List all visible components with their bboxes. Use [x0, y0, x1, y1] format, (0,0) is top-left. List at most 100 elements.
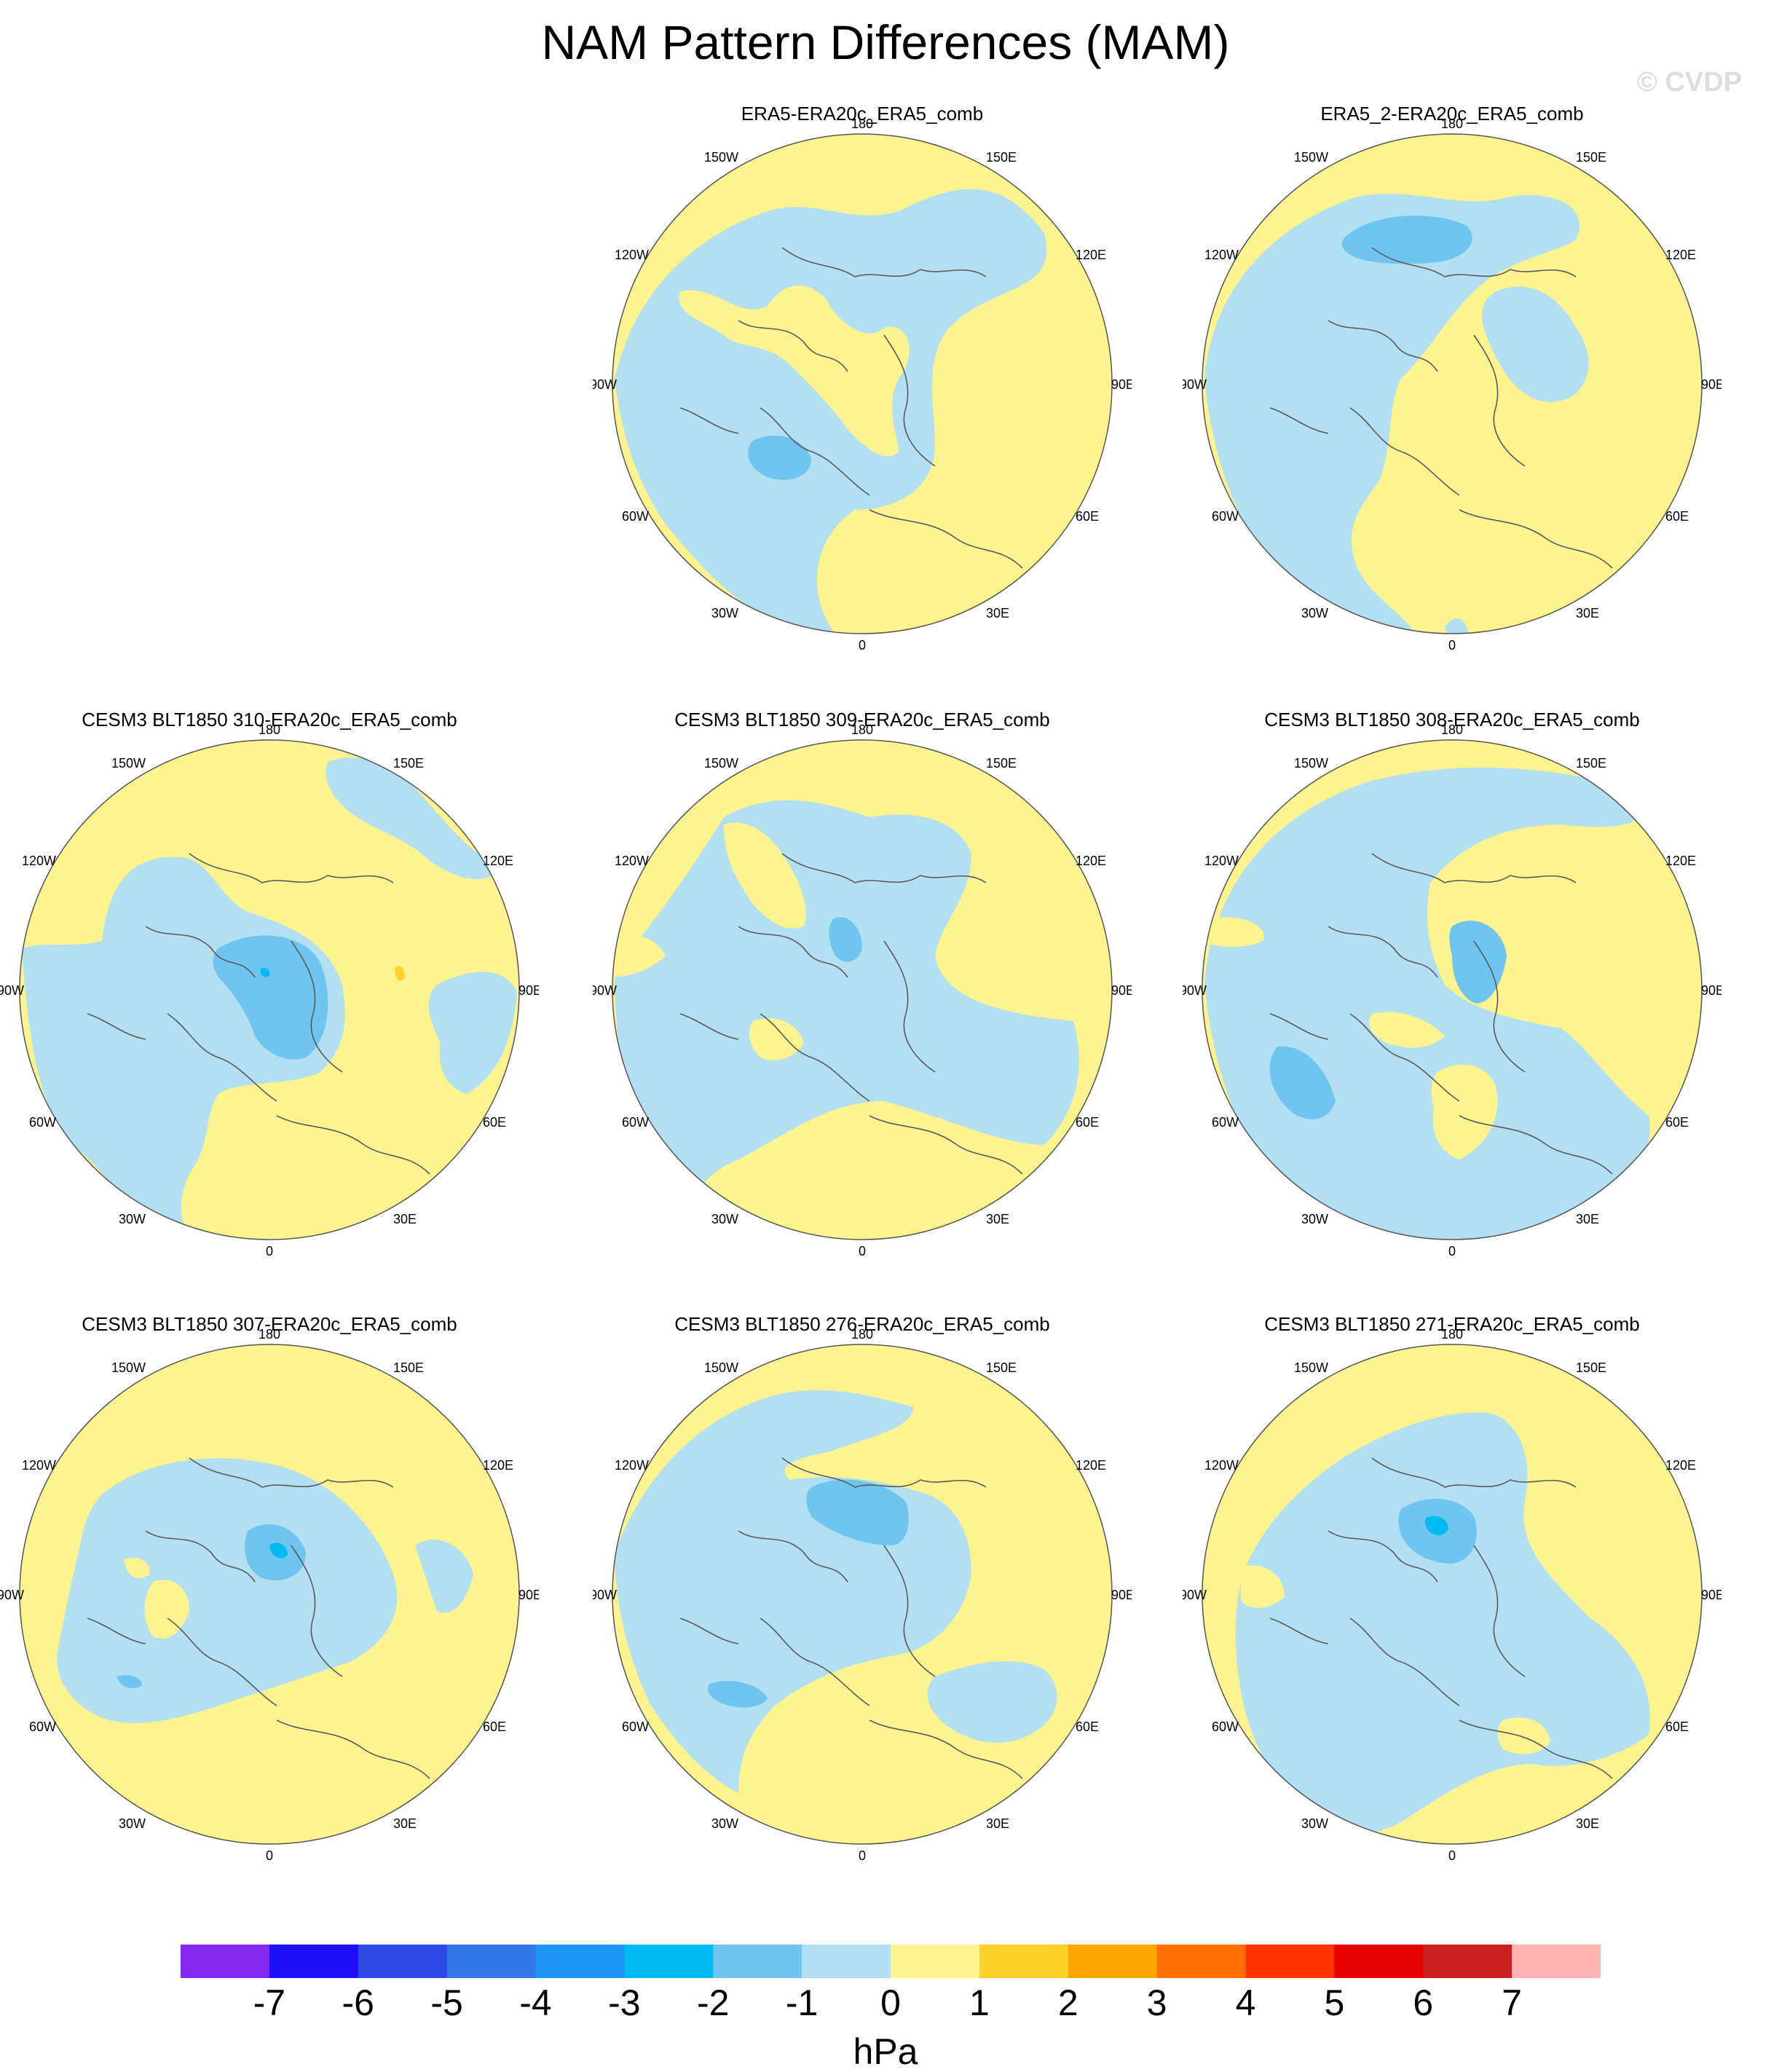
- lon-label-br1: 60E: [1665, 509, 1689, 524]
- anomaly-region-zero-neg: [1044, 1344, 1103, 1366]
- lon-label-right: 90E: [518, 1588, 539, 1602]
- coastline: [883, 940, 936, 1073]
- lon-label-tl2: 120W: [615, 1458, 649, 1473]
- colorbar-tick-label: 2: [1057, 1982, 1078, 2023]
- anomaly-region-zero-pos: [859, 518, 966, 618]
- anomaly-region-zero-pos: [1241, 1565, 1285, 1608]
- colorbar-tick-label: 0: [880, 1982, 901, 2023]
- coastline: [1371, 247, 1577, 277]
- colorbar-tick-label: -5: [430, 1982, 463, 2023]
- panel-title: ERA5_2-ERA20c_ERA5_comb: [1320, 103, 1584, 125]
- coastline: [1473, 334, 1526, 467]
- anomaly-region-zero-pos: [724, 822, 806, 929]
- lon-label-tr2: 120E: [1076, 248, 1106, 262]
- coastline: [738, 1530, 848, 1583]
- map-panel-4: CESM3 BLT1850 309-ERA20c_ERA5_comb 180 0…: [593, 708, 1132, 1269]
- coastline: [781, 1457, 987, 1488]
- coastline: [869, 1115, 1023, 1175]
- figure-title: NAM Pattern Differences (MAM): [541, 15, 1230, 69]
- colorbar-tick-label: 5: [1324, 1982, 1345, 2023]
- lon-label-right: 90E: [1111, 983, 1132, 998]
- coastline: [1459, 1115, 1613, 1175]
- anomaly-region-neg-1-2: [829, 917, 862, 962]
- coastline: [781, 853, 987, 883]
- map-border: [1202, 739, 1703, 1240]
- map-border: [612, 1344, 1113, 1845]
- lon-label-bottom: 0: [1448, 1848, 1456, 1863]
- lon-label-tr1: 150E: [1576, 150, 1606, 165]
- anomaly-region-zero-neg: [326, 757, 502, 880]
- anomaly-region-zero-neg: [615, 800, 1079, 1232]
- lon-label-bl1: 60W: [1212, 1720, 1239, 1734]
- coastline: [1269, 1618, 1329, 1644]
- lon-label-tr2: 120E: [1665, 248, 1696, 262]
- lon-label-right: 90E: [518, 983, 539, 998]
- map-border: [612, 133, 1113, 634]
- anomaly-region-zero-pos: [1369, 1012, 1445, 1048]
- colorbar: [181, 1945, 1601, 1978]
- colorbar-tick-label: 4: [1235, 1982, 1256, 2023]
- coastline: [1371, 1457, 1577, 1488]
- panel-title: CESM3 BLT1850 276-ERA20c_ERA5_comb: [674, 1313, 1050, 1335]
- lon-label-br1: 60E: [1076, 509, 1099, 524]
- coastline: [738, 320, 848, 372]
- coastline: [1371, 853, 1577, 883]
- lon-label-br2: 30E: [1576, 1816, 1599, 1831]
- coastline: [679, 1618, 739, 1644]
- polar-map: 180 0 90W 90E 150W 120W 150E 120E 60W 30…: [0, 1327, 539, 1863]
- colorbar-tick-label: 6: [1413, 1982, 1434, 2023]
- colorbar-swatch: [624, 1945, 714, 1978]
- coastline: [738, 926, 848, 978]
- lon-label-bl2: 30W: [1301, 606, 1328, 621]
- coastline: [781, 247, 987, 277]
- coastline: [883, 334, 936, 467]
- colorbar-tick-label: -7: [253, 1982, 286, 2023]
- colorbar-swatch: [446, 1945, 536, 1978]
- polar-map: 180 0 90W 90E 150W 120W 150E 120E 60W 30…: [593, 1327, 1132, 1863]
- lon-label-bl1: 60W: [29, 1720, 56, 1734]
- map-panel-7: CESM3 BLT1850 276-ERA20c_ERA5_comb 180 0…: [593, 1312, 1132, 1873]
- coastline: [679, 407, 739, 434]
- coastline: [87, 1013, 146, 1040]
- lon-label-br2: 30E: [393, 1816, 417, 1831]
- map-border: [1202, 1344, 1703, 1845]
- anomaly-region-zero-neg: [927, 1661, 1057, 1743]
- lon-label-left: 90W: [593, 983, 617, 998]
- lon-label-tl2: 120W: [1204, 248, 1239, 262]
- coastline: [1328, 320, 1438, 372]
- coastline: [869, 1720, 1023, 1779]
- colorbar-swatch: [802, 1945, 891, 1978]
- lon-label-top: 180: [259, 1327, 280, 1342]
- anomaly-region-neg-2-3: [1424, 1516, 1448, 1535]
- lon-label-tl1: 150W: [704, 756, 738, 771]
- lon-label-top: 180: [1441, 1327, 1463, 1342]
- lon-label-br2: 30E: [1576, 606, 1599, 621]
- lon-label-top: 180: [259, 722, 280, 737]
- coastline: [1473, 940, 1526, 1073]
- colorbar-tick-label: 1: [969, 1982, 990, 2023]
- anomaly-region-neg-1-2: [1449, 921, 1507, 1004]
- anomaly-region-zero-neg: [428, 972, 517, 1094]
- lon-label-right: 90E: [1111, 377, 1132, 392]
- colorbar-swatch: [1245, 1945, 1335, 1978]
- coastline: [1328, 1530, 1438, 1583]
- lon-label-br1: 60E: [483, 1115, 506, 1130]
- lon-label-br1: 60E: [1665, 1115, 1689, 1130]
- panel-title: CESM3 BLT1850 307-ERA20c_ERA5_comb: [82, 1313, 457, 1335]
- lon-label-tr1: 150E: [393, 756, 424, 771]
- lon-label-tr1: 150E: [986, 150, 1017, 165]
- anomaly-region-neg-1-2: [117, 1675, 142, 1688]
- map-panel-6: CESM3 BLT1850 307-ERA20c_ERA5_comb 180 0…: [0, 1312, 539, 1873]
- lon-label-tl1: 150W: [704, 1360, 738, 1375]
- colorbar-tick-label: -1: [785, 1982, 819, 2023]
- lon-label-tr2: 120E: [1076, 854, 1106, 868]
- lon-label-bottom: 0: [266, 1848, 273, 1863]
- coastline: [276, 1720, 430, 1779]
- panel-title: CESM3 BLT1850 271-ERA20c_ERA5_comb: [1264, 1313, 1640, 1335]
- colorbar-tick-label: -3: [608, 1982, 641, 2023]
- lon-label-top: 180: [851, 722, 873, 737]
- lon-label-right: 90E: [1701, 983, 1721, 998]
- lon-label-bl2: 30W: [119, 1816, 146, 1831]
- anomaly-region-zero-pos: [124, 1557, 150, 1578]
- lon-label-bottom: 0: [859, 1848, 866, 1863]
